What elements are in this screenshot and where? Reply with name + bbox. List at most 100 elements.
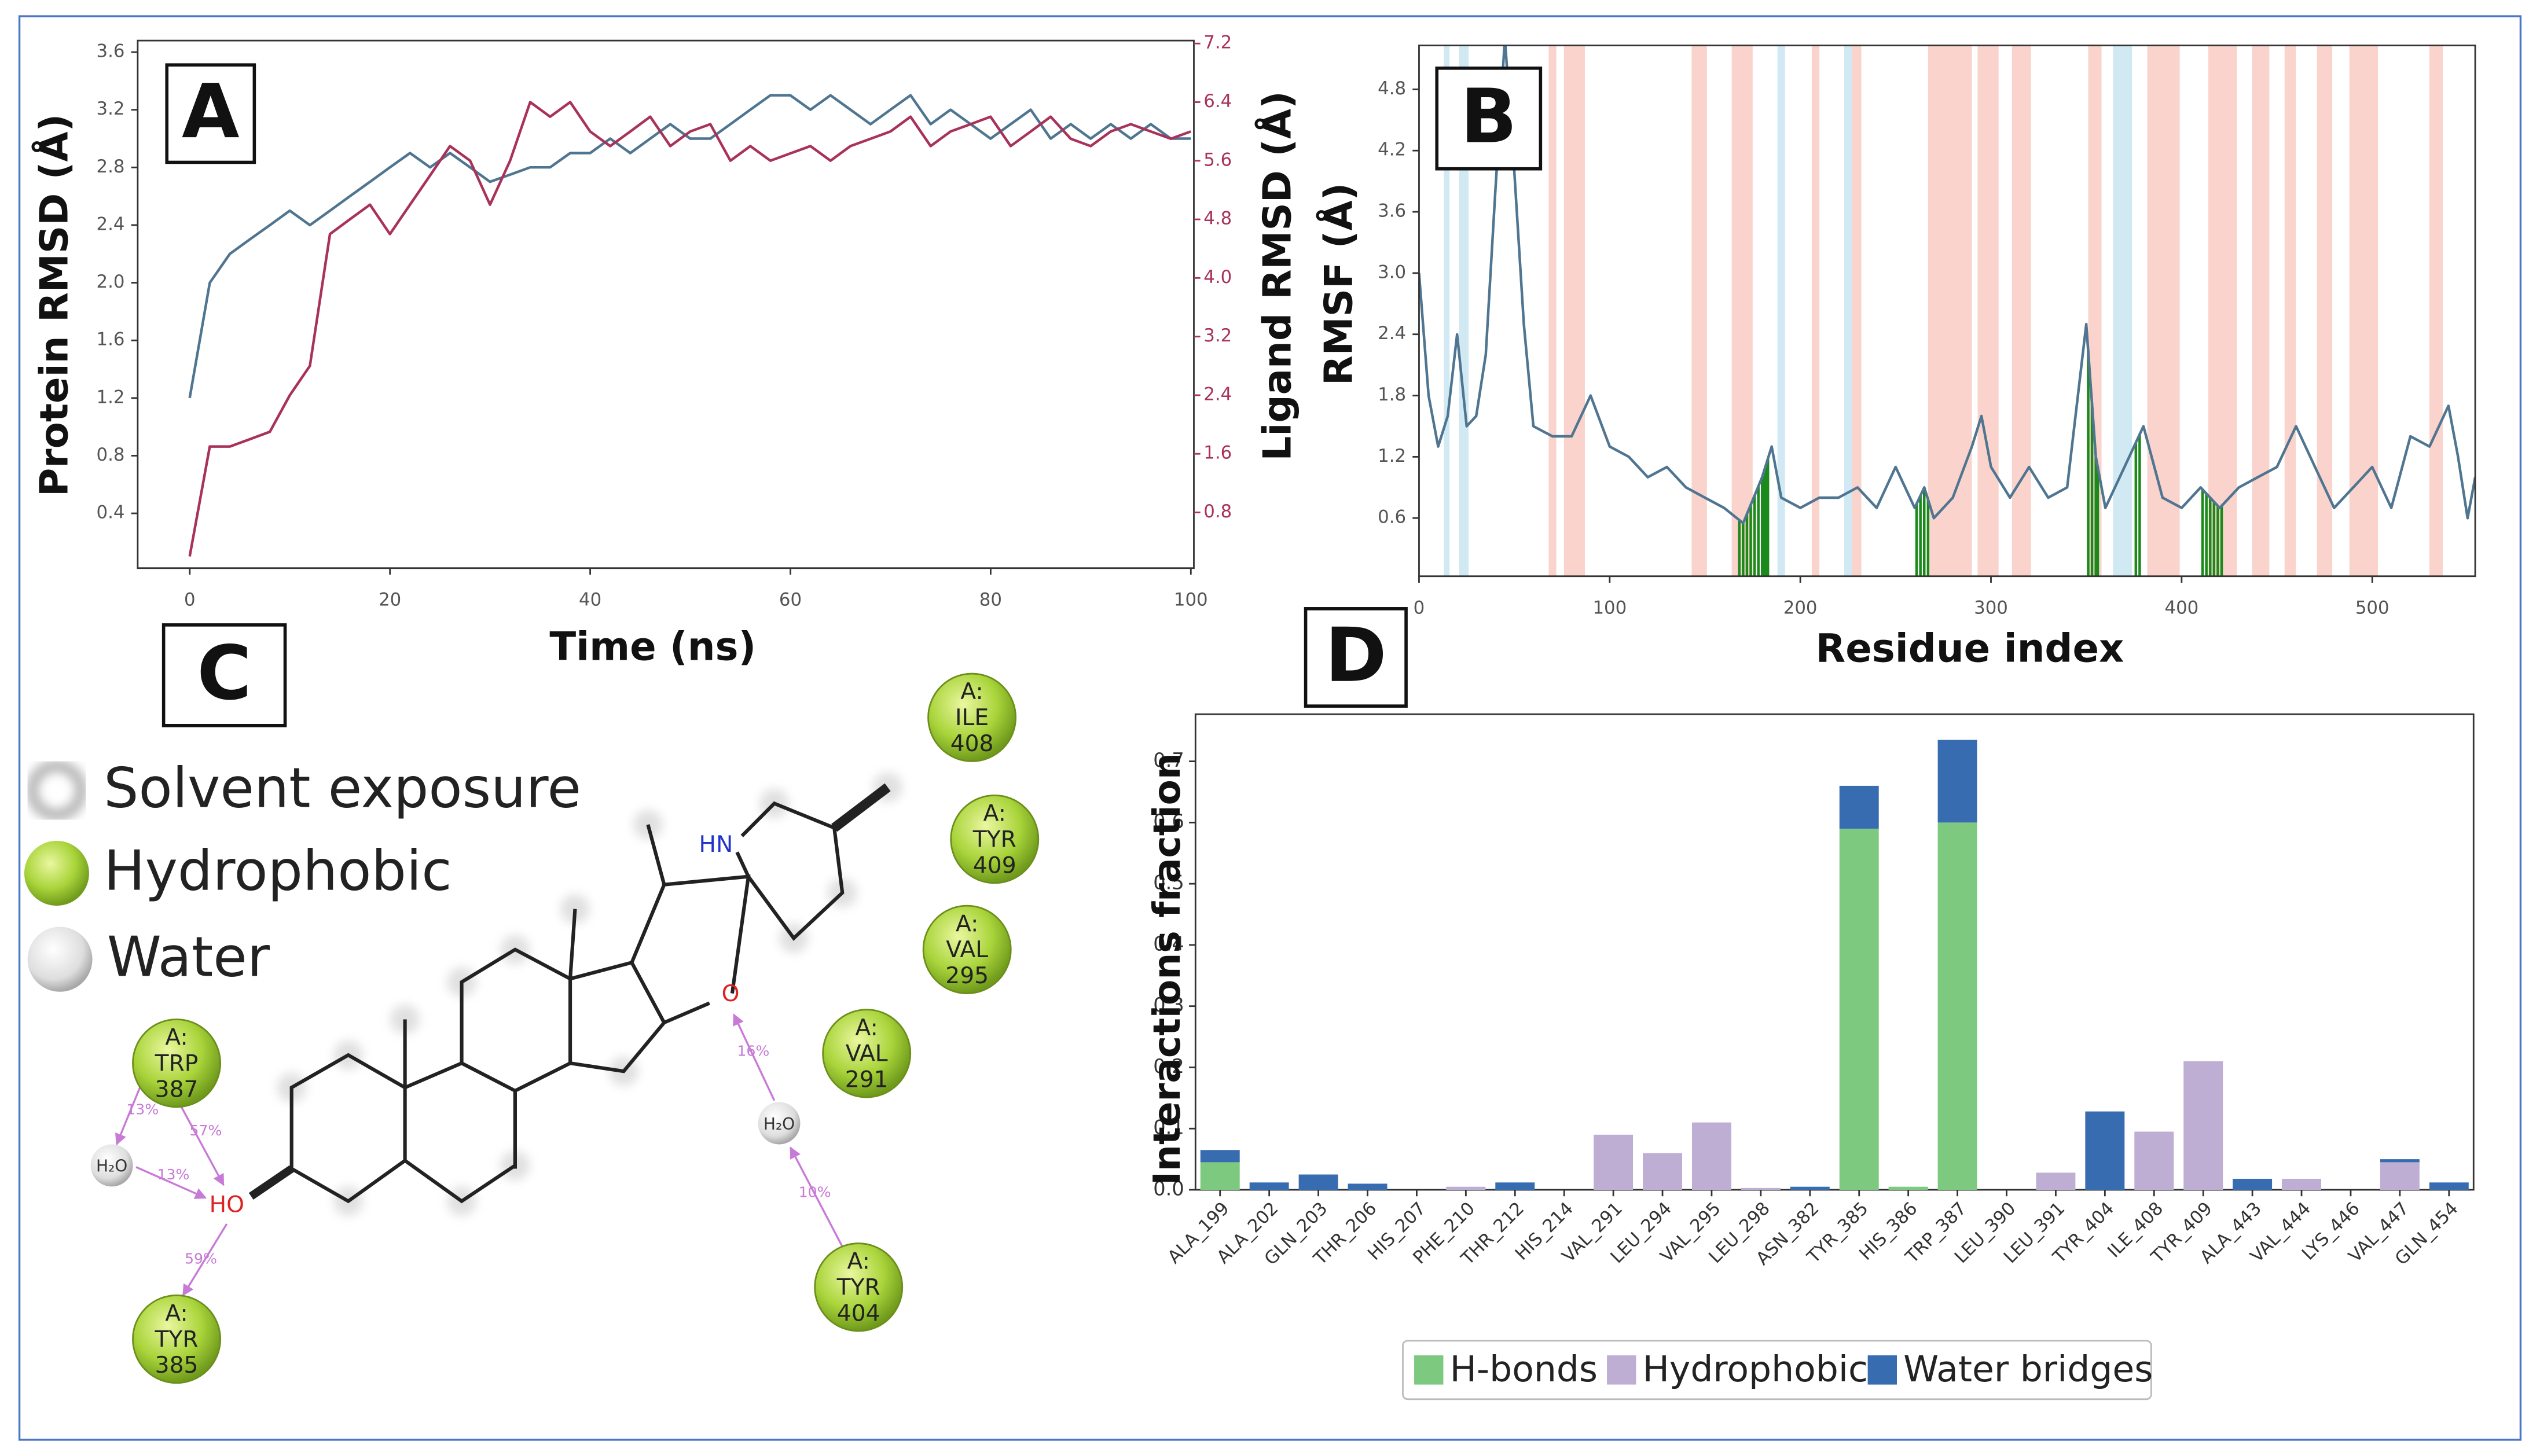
panel-label: C: [197, 630, 251, 716]
y2-axis-title: Ligand RMSD (Å): [1254, 91, 1300, 461]
region-band: [2349, 45, 2379, 576]
y2-tick-label: 2.4: [1203, 384, 1232, 405]
region-band: [2012, 45, 2031, 576]
panel-label-box: [1435, 67, 1543, 171]
region-band: [2429, 45, 2443, 576]
y2-tick-label: 1.6: [1203, 443, 1232, 464]
bar-segment: [2134, 1131, 2174, 1190]
y2-tick-label: 4.0: [1203, 267, 1232, 288]
region-band: [1563, 45, 1585, 576]
y-tick-label: 1.8: [1378, 384, 1406, 405]
residue-label: 295: [945, 963, 989, 989]
interaction-arrow: [115, 1080, 144, 1146]
y-tick-label: 3.6: [97, 41, 125, 62]
x-tick-label: 40: [579, 589, 601, 610]
interaction-label: 10%: [799, 1184, 831, 1201]
region-band: [2208, 45, 2237, 576]
bar-segment: [2380, 1159, 2420, 1163]
residue-label: A:: [165, 1300, 188, 1326]
interaction-arrow: [733, 1013, 776, 1101]
y-tick-label: 0.6: [1378, 507, 1406, 528]
data-line: [1419, 45, 2476, 525]
region-band: [1844, 45, 1852, 576]
residue-label: 409: [973, 852, 1016, 878]
legend-label: Hydrophobic: [104, 840, 452, 903]
residue-label: 387: [155, 1076, 199, 1102]
data-line: [188, 101, 1191, 557]
panel-label: A: [182, 68, 240, 155]
residue: [927, 672, 1017, 762]
y-tick-label: 1.2: [1378, 446, 1406, 466]
legend-label: Water bridges: [1903, 1348, 2153, 1390]
x-tick-label: 500: [2355, 597, 2389, 618]
y-tick-label: 3.0: [1378, 262, 1406, 282]
x-tick-label: 20: [379, 589, 401, 610]
interaction-arrow: [182, 1223, 228, 1297]
legend-box: [1402, 1340, 2152, 1400]
x-tick-label: 60: [779, 589, 802, 610]
bar-segment: [1348, 1183, 1388, 1190]
region-band: [2252, 45, 2270, 576]
residue: [922, 905, 1012, 995]
interaction-label: 57%: [189, 1122, 222, 1139]
molecule: [248, 773, 902, 1216]
plot-frame: [137, 39, 1195, 569]
y-tick-label: 1.2: [97, 387, 125, 407]
bar-segment: [1249, 1182, 1289, 1190]
y-tick-label: 2.8: [97, 156, 125, 177]
y2-tick-label: 7.2: [1203, 32, 1232, 53]
y2-tick-label: 3.2: [1203, 325, 1232, 346]
residue: [950, 795, 1040, 884]
x-axis-title: Residue index: [1816, 626, 2124, 671]
residue-label: TYR: [972, 826, 1016, 852]
legend-marker: [25, 759, 88, 822]
bar-segment: [2380, 1162, 2420, 1190]
y-tick-label: 0.4: [97, 502, 125, 523]
region-band: [1548, 45, 1557, 576]
y-tick-label: 4.8: [1378, 78, 1406, 99]
interaction-arrow: [790, 1146, 843, 1247]
y-tick-label: 0.2: [1153, 1055, 1184, 1078]
residue-label: TYR: [836, 1275, 880, 1301]
bar-segment: [1839, 785, 1879, 829]
interaction-label: 13%: [126, 1101, 159, 1118]
plot-area: [1419, 45, 2476, 576]
bar-segment: [1200, 1150, 1240, 1163]
x-axis-title: Time (ns): [549, 624, 756, 669]
bar-segment: [1594, 1134, 1634, 1190]
x-tick-label: 100: [1592, 597, 1627, 618]
region-band: [1977, 45, 1999, 576]
bar-segment: [2036, 1172, 2076, 1190]
y-axis-title: Protein RMSD (Å): [31, 114, 77, 497]
region-band: [1928, 45, 1972, 576]
y-axis-title: RMSF (Å): [1316, 183, 1361, 385]
legend-swatch: [1414, 1355, 1444, 1385]
x-tick-label: 80: [979, 589, 1002, 610]
y2-tick-label: 5.6: [1203, 149, 1232, 170]
bar-segment: [2282, 1178, 2322, 1190]
region-band: [2284, 45, 2296, 576]
atom-label: O: [722, 981, 740, 1007]
residue: [822, 1009, 912, 1098]
bar-segment: [1741, 1187, 1781, 1190]
panel-label-box: [165, 63, 256, 164]
residue-label: A:: [956, 911, 978, 937]
panel-label-box: [161, 623, 287, 727]
y-tick-label: 2.4: [1378, 323, 1406, 344]
residue: [132, 1019, 221, 1108]
y-tick-label: 3.6: [1378, 201, 1406, 222]
legend-swatch: [1867, 1355, 1897, 1385]
residue-label: VAL: [946, 937, 988, 963]
residue-label: 404: [837, 1300, 880, 1326]
bar-segment: [1937, 740, 1977, 823]
bar-segment: [1691, 1122, 1731, 1190]
region-band: [2113, 45, 2132, 576]
residue-label: A:: [165, 1025, 188, 1051]
plot-area: [188, 94, 1191, 557]
y-tick-label: 2.4: [97, 214, 125, 234]
water: [90, 1144, 133, 1187]
interaction-arrow: [135, 1166, 207, 1199]
bar-segment: [1937, 822, 1977, 1190]
region-band: [1691, 45, 1707, 576]
bar-segment: [1495, 1182, 1535, 1190]
